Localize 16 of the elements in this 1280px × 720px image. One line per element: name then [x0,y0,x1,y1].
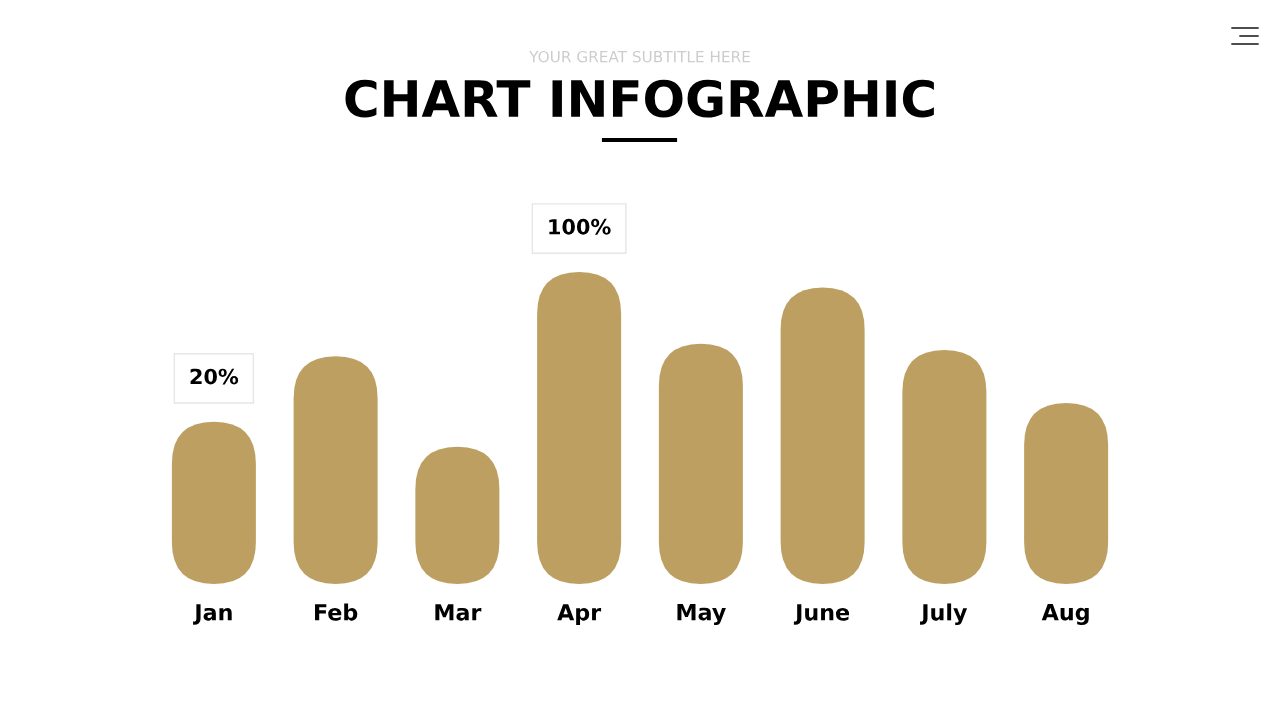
x-tick-label: June [793,604,850,625]
annotation: 100% [549,218,611,235]
bar [293,356,378,584]
bar [780,287,865,584]
bar [902,350,987,584]
bar [658,343,743,584]
x-tick-label: Aug [1041,603,1089,625]
x-tick-label: Mar [435,604,482,621]
chart-title: CHART INFOGRAPHIC [345,79,934,118]
x-tick-label: May [677,603,726,625]
x-tick-label: Jan [193,604,232,625]
annotation: 20% [190,368,239,385]
bar [537,272,622,584]
x-tick-label: Feb [315,603,358,621]
x-tick-label: July [920,603,968,626]
x-tick-label: Apr [557,604,602,625]
